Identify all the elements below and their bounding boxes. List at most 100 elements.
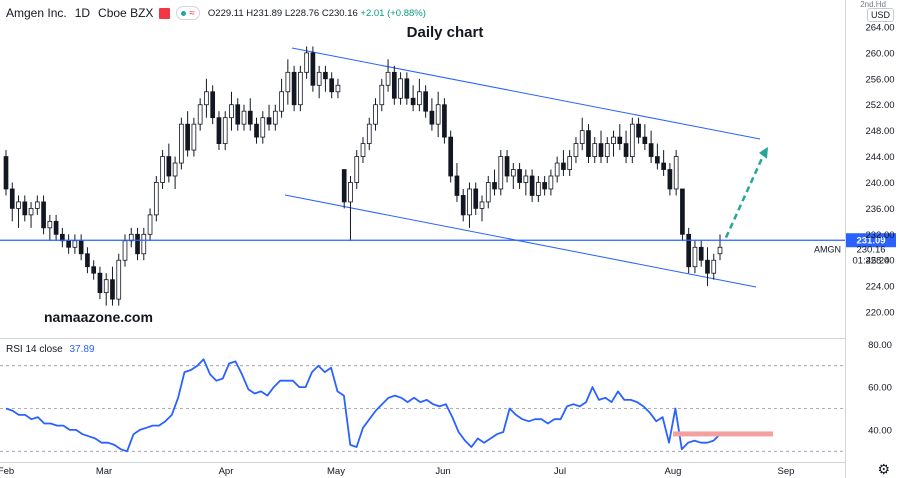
- candle-body-up: [629, 123, 635, 157]
- candle: [28, 201, 34, 228]
- symbol-name[interactable]: Amgen Inc.: [6, 6, 67, 20]
- candle-body-down: [78, 240, 84, 255]
- candle: [60, 227, 65, 248]
- candle-body-up: [147, 214, 153, 235]
- currency-button[interactable]: USD: [866, 8, 894, 22]
- candle-body-down: [429, 110, 435, 125]
- candle-body-down: [210, 91, 216, 119]
- candle: [479, 195, 485, 222]
- gear-icon[interactable]: ⚙: [877, 461, 890, 477]
- candle: [260, 111, 266, 144]
- candle-body-up: [573, 143, 579, 157]
- support-price-label: 231.09: [856, 236, 885, 247]
- candle-body-down: [404, 78, 410, 99]
- candle-body-down: [9, 188, 15, 209]
- candle-body-up: [285, 71, 291, 93]
- currency-top-label: 2nd.Hd: [860, 0, 886, 9]
- price-tick-label: 236.00: [865, 204, 894, 215]
- high-value: H231.89: [246, 7, 283, 19]
- candle-body-down: [542, 182, 547, 190]
- interval-label[interactable]: 1D: [74, 6, 91, 20]
- candle: [34, 195, 40, 215]
- candle-body-up: [548, 175, 554, 190]
- candle-body-up: [298, 71, 303, 106]
- candlestick-series: [3, 46, 723, 306]
- candle: [711, 253, 717, 280]
- candle: [423, 85, 428, 118]
- candle-body-down: [686, 233, 692, 268]
- candle-body-up: [16, 201, 21, 209]
- candle: [592, 137, 598, 164]
- candle: [598, 130, 604, 164]
- candle-body-down: [166, 156, 172, 177]
- rsi-tick-label: 60.00: [868, 383, 892, 394]
- candle-body-down: [661, 162, 666, 170]
- candle-body-down: [235, 104, 241, 125]
- candle: [298, 65, 303, 112]
- candle: [673, 150, 679, 196]
- candle: [304, 46, 309, 79]
- trend-channel: [284, 47, 761, 288]
- market-status-pill[interactable]: ≈: [176, 6, 200, 20]
- candle-body-down: [442, 104, 447, 138]
- candle: [160, 150, 165, 189]
- candle: [91, 260, 97, 280]
- candle: [335, 78, 341, 99]
- candle: [153, 176, 159, 222]
- candle: [373, 98, 378, 131]
- price-tick-label: 232.00: [865, 230, 894, 241]
- price-tick-label: 260.00: [865, 48, 894, 59]
- candle: [385, 59, 391, 92]
- candle: [667, 163, 673, 196]
- candle-body-down: [454, 175, 460, 196]
- candle: [686, 227, 692, 274]
- candle: [179, 117, 184, 170]
- candle-body-up: [222, 117, 228, 145]
- candle-body-up: [229, 104, 234, 119]
- candle-body-down: [473, 188, 479, 209]
- candle: [191, 117, 197, 157]
- candle: [9, 182, 15, 222]
- candle: [78, 234, 84, 261]
- candle: [498, 150, 504, 196]
- candle-body-down: [53, 220, 59, 235]
- candle: [417, 78, 422, 112]
- candle-body-up: [673, 156, 679, 190]
- candle: [229, 91, 234, 131]
- candle-body-up: [417, 91, 422, 106]
- candle-body-up: [272, 110, 278, 125]
- candle: [204, 78, 209, 118]
- candle: [235, 98, 241, 131]
- candle-body-down: [310, 52, 316, 86]
- candle: [642, 124, 648, 151]
- candle-body-down: [341, 169, 347, 203]
- time-tick-label: Apr: [219, 466, 234, 477]
- candle: [135, 227, 140, 261]
- candle: [391, 65, 397, 105]
- candle-body-up: [579, 130, 585, 144]
- candle-body-up: [103, 279, 109, 294]
- candle-body-up: [485, 182, 491, 203]
- candle: [291, 65, 297, 112]
- candle-body-up: [279, 91, 284, 112]
- flag-icon: [159, 7, 171, 19]
- candle: [435, 91, 441, 138]
- candle-body-down: [323, 71, 328, 80]
- candle: [692, 240, 698, 274]
- candle-body-up: [197, 104, 203, 125]
- rsi-legend-value: 37.89: [69, 344, 95, 355]
- projection-arrow-line: [724, 153, 766, 239]
- candle-body-down: [636, 123, 641, 138]
- candle-body-up: [717, 246, 723, 255]
- candle: [404, 72, 410, 105]
- candle-body-down: [247, 110, 253, 125]
- candle: [636, 117, 641, 144]
- candle: [698, 240, 704, 267]
- candle: [360, 137, 366, 164]
- candle-body-down: [85, 253, 90, 268]
- candle: [623, 130, 629, 164]
- rsi-legend-label: RSI 14 close: [6, 344, 63, 355]
- candle-body-down: [3, 156, 9, 190]
